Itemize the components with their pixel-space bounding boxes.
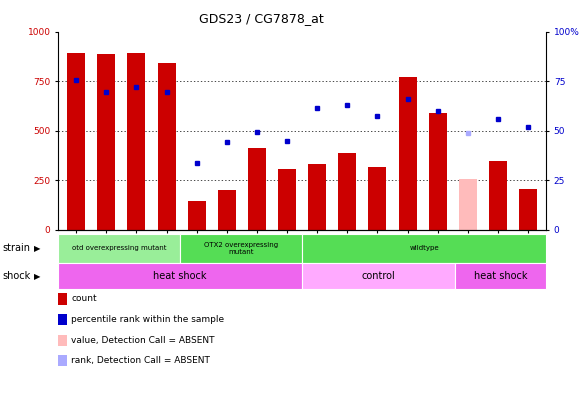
Text: count: count: [71, 295, 97, 303]
Text: otd overexpressing mutant: otd overexpressing mutant: [72, 246, 166, 251]
Bar: [338, 153, 356, 230]
Bar: [218, 190, 236, 230]
Text: shock: shock: [3, 271, 31, 281]
Bar: [368, 167, 386, 230]
Bar: [429, 113, 447, 230]
Text: control: control: [361, 271, 395, 281]
Bar: [308, 164, 326, 230]
Text: value, Detection Call = ABSENT: value, Detection Call = ABSENT: [71, 336, 215, 345]
Bar: [459, 179, 477, 230]
Text: strain: strain: [3, 244, 31, 253]
Text: percentile rank within the sample: percentile rank within the sample: [71, 315, 225, 324]
Text: ▶: ▶: [34, 272, 40, 281]
Bar: [278, 169, 296, 230]
Bar: [519, 189, 537, 230]
Bar: [188, 201, 206, 230]
Text: heat shock: heat shock: [474, 271, 527, 281]
Bar: [97, 54, 116, 230]
Bar: [248, 147, 266, 230]
Bar: [157, 63, 175, 230]
Text: OTX2 overexpressing
mutant: OTX2 overexpressing mutant: [204, 242, 278, 255]
Bar: [399, 77, 417, 230]
Bar: [489, 162, 507, 230]
Text: ▶: ▶: [34, 244, 40, 253]
Bar: [127, 53, 145, 230]
Text: wildtype: wildtype: [410, 246, 439, 251]
Text: rank, Detection Call = ABSENT: rank, Detection Call = ABSENT: [71, 356, 210, 365]
Bar: [67, 53, 85, 230]
Text: heat shock: heat shock: [153, 271, 207, 281]
Text: GDS23 / CG7878_at: GDS23 / CG7878_at: [199, 12, 324, 25]
